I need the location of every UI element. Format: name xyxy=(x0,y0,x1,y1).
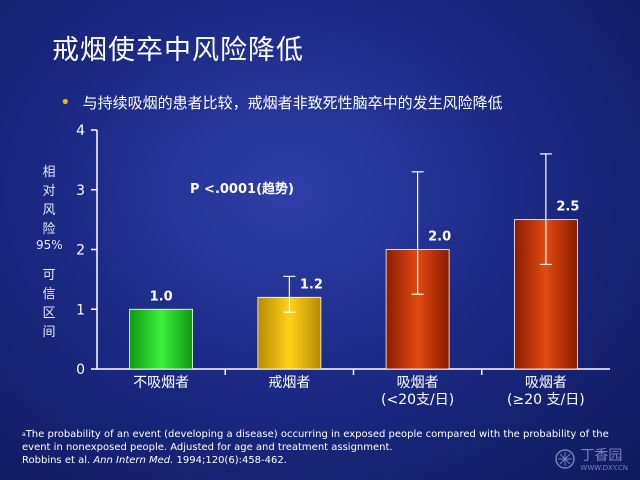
bullet-dot-icon: • xyxy=(60,91,71,113)
y-tick-label: 3 xyxy=(76,183,85,199)
bullet-text: 与持续吸烟的患者比较，戒烟者非致死性脑卒中的发生风险降低 xyxy=(82,94,503,112)
value-label-2: 2.0 xyxy=(428,230,451,245)
y-axis-label-top: 相对风险 xyxy=(36,163,62,239)
footnote: aThe probability of an event (developing… xyxy=(22,428,622,467)
y-tick-label: 4 xyxy=(76,123,85,139)
category-label-2: 吸烟者 xyxy=(397,375,439,391)
citation-authors: Robbins et al. xyxy=(22,455,94,466)
slide-title: 戒烟使卒中风险降低 xyxy=(52,35,304,66)
y-axis-label-bottom-char: 信 xyxy=(42,287,56,302)
y-axis-label-bottom-char: 间 xyxy=(42,325,56,340)
y-tick-label: 2 xyxy=(76,243,85,259)
category-label-1: 戒烟者 xyxy=(268,375,310,391)
y-tick-label: 1 xyxy=(76,302,85,318)
category-label-0: 不吸烟者 xyxy=(133,375,189,391)
value-label-1: 1.2 xyxy=(300,277,323,292)
category-label-3: 吸烟者 xyxy=(525,375,567,391)
footnote-text: The probability of an event (developing … xyxy=(22,429,609,453)
category-label-3: (≥20 支/日) xyxy=(507,392,585,408)
citation-journal: Ann Intern Med. xyxy=(93,455,174,466)
watermark-text: 丁香园 xyxy=(580,448,623,464)
footnote-superscript: a xyxy=(22,431,26,438)
bullet-point: • 与持续吸烟的患者比较，戒烟者非致死性脑卒中的发生风险降低 xyxy=(60,92,503,113)
watermark: 丁香园 WWW.DXY.CN xyxy=(554,445,628,472)
y-tick-label: 0 xyxy=(76,362,85,378)
bar-0 xyxy=(129,308,194,370)
y-axis-label-bottom-char: 可 xyxy=(42,268,56,283)
category-label-2: (<20支/日) xyxy=(381,392,454,408)
y-axis-label-top-char: 险 xyxy=(42,222,56,237)
y-axis-label-top-char: 相 xyxy=(42,165,56,180)
watermark-url: WWW.DXY.CN xyxy=(580,464,628,472)
y-axis-label-top-char: 风 xyxy=(42,203,56,218)
citation-details: 1994;120(6):458-462. xyxy=(173,455,287,466)
y-axis-label-bottom: 可信区间 xyxy=(36,266,62,342)
value-label-0: 1.0 xyxy=(150,289,173,304)
y-axis-label-top-char: 对 xyxy=(42,184,56,199)
y-axis-label-bottom-char: 区 xyxy=(42,306,56,321)
dxy-logo-icon xyxy=(555,448,576,469)
value-label-3: 2.5 xyxy=(556,200,579,215)
p-value-annotation: P <.0001(趋势) xyxy=(190,181,294,197)
y-axis-label-mid: 95% xyxy=(36,238,63,252)
